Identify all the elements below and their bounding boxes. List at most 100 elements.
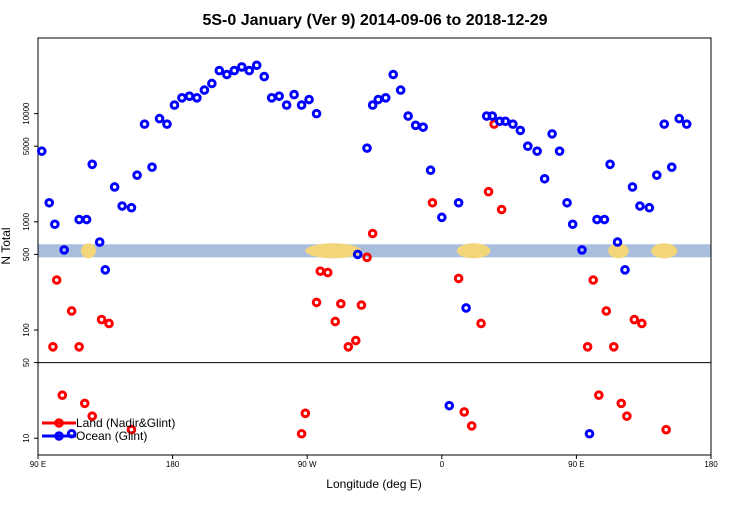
y-axis-label: N Total xyxy=(0,227,13,264)
axes-frame xyxy=(37,37,712,456)
ocean-point xyxy=(251,60,262,71)
legend: Land (Nadir&Glint)Ocean (Glint) xyxy=(42,416,175,443)
ocean-point xyxy=(50,219,60,230)
ocean-point xyxy=(44,197,55,208)
ocean-point xyxy=(666,162,677,172)
land-patch xyxy=(651,243,678,259)
land-point xyxy=(362,252,372,263)
x-axis-label: Longitude (deg E) xyxy=(326,477,421,491)
land-point xyxy=(343,341,354,352)
ocean-point xyxy=(311,108,322,119)
ocean-point xyxy=(87,159,98,170)
ocean-point xyxy=(207,78,217,89)
ocean-point xyxy=(367,100,378,110)
x-tick-label: 90 E xyxy=(568,460,584,469)
ocean-point xyxy=(410,120,421,131)
land-point xyxy=(296,428,307,439)
ocean-point xyxy=(109,182,120,192)
ocean-point xyxy=(659,119,670,129)
land-point xyxy=(96,314,107,325)
ocean-point xyxy=(674,113,685,124)
ocean-point xyxy=(147,162,157,172)
ocean-point xyxy=(403,111,413,121)
ocean-point xyxy=(635,201,645,211)
axis-ticks: 90 E 180 90 W 0 90 E 180 10 50 100 500 1000 5000 100… xyxy=(22,102,718,469)
ocean-point xyxy=(584,428,595,439)
ocean-point xyxy=(562,197,572,208)
y-tick-label: 10 xyxy=(22,433,31,442)
ocean-point xyxy=(425,165,436,176)
x-tick-label: 90 W xyxy=(298,460,317,469)
ocean-point xyxy=(139,119,150,129)
land-point xyxy=(351,335,361,346)
land-point xyxy=(356,300,367,310)
land-point xyxy=(608,341,619,352)
land-point xyxy=(330,316,341,327)
ocean-point xyxy=(453,197,464,208)
ocean-point xyxy=(274,91,284,101)
ocean-point xyxy=(651,170,662,180)
land-point xyxy=(51,275,62,285)
ocean-point xyxy=(577,245,587,255)
land-point xyxy=(616,398,627,409)
ocean-point xyxy=(437,212,447,223)
ocean-point xyxy=(94,237,105,247)
ocean-point xyxy=(487,111,498,121)
land-point xyxy=(496,204,507,215)
chart-title: 5S-0 January (Ver 9) 2014-09-06 to 2018-… xyxy=(202,12,547,29)
data-points xyxy=(36,60,692,439)
x-tick-label: 180 xyxy=(166,460,180,469)
ocean-point xyxy=(532,146,542,156)
ocean-point xyxy=(547,129,557,139)
ocean-point xyxy=(461,303,471,313)
legend-label-ocean: Ocean (Glint) xyxy=(76,429,147,443)
ocean-point xyxy=(304,94,314,105)
legend-label-land: Land (Nadir&Glint) xyxy=(76,416,175,430)
ocean-point xyxy=(620,265,630,275)
ocean-point xyxy=(169,100,180,110)
land-point xyxy=(126,424,137,435)
land-point xyxy=(483,186,494,197)
ocean-point xyxy=(380,93,391,103)
ocean-point xyxy=(126,202,137,213)
x-tick-label: 180 xyxy=(704,460,718,469)
ocean-point xyxy=(395,85,406,95)
ocean-point xyxy=(266,93,277,103)
legend-marker-land xyxy=(54,418,64,428)
ocean-point xyxy=(418,122,428,132)
land-patch xyxy=(608,243,629,259)
land-point xyxy=(87,411,98,421)
ocean-point xyxy=(199,85,210,95)
land-point xyxy=(637,318,647,329)
ocean-point xyxy=(605,159,615,170)
ocean-point xyxy=(192,93,202,103)
land-point xyxy=(104,318,114,329)
legend-marker-ocean xyxy=(54,431,64,441)
x-tick-label: 0 xyxy=(440,460,445,469)
ocean-point xyxy=(500,116,511,127)
ocean-point xyxy=(508,119,518,129)
land-patch xyxy=(80,243,96,259)
land-point xyxy=(466,421,477,431)
land-point xyxy=(300,408,311,419)
ocean-point xyxy=(244,65,255,76)
y-tick-label: 10000 xyxy=(22,102,31,125)
y-tick-label: 5000 xyxy=(22,137,31,155)
ocean-point xyxy=(627,182,638,192)
ocean-point xyxy=(681,119,692,129)
land-point xyxy=(315,266,326,276)
ocean-point xyxy=(236,62,247,72)
ocean-point xyxy=(154,113,165,124)
land-point xyxy=(322,267,333,278)
land-point xyxy=(336,298,346,309)
ocean-point xyxy=(162,119,172,129)
ocean-point xyxy=(132,170,142,180)
surface-band xyxy=(38,243,711,259)
land-point xyxy=(48,341,58,352)
ocean-point xyxy=(539,173,550,184)
land-point xyxy=(74,341,84,352)
land-point xyxy=(367,228,378,239)
y-tick-label: 500 xyxy=(22,247,31,261)
